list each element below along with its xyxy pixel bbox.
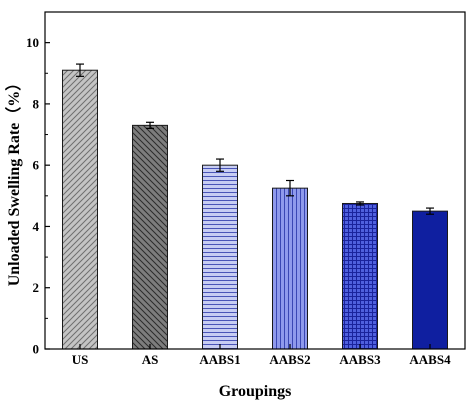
bar-aabs1 xyxy=(202,164,238,350)
error-bar-aabs3 xyxy=(356,201,364,206)
error-bar-us xyxy=(76,63,84,77)
y-tick-label: 6 xyxy=(33,158,40,173)
bar-us xyxy=(62,69,98,350)
plot-frame xyxy=(44,11,466,350)
y-axis-ticks: 0 2 4 6 8 10 xyxy=(26,35,50,357)
x-tick-label: AABS4 xyxy=(409,352,451,367)
y-tick-label: 8 xyxy=(33,96,40,111)
error-bars-group xyxy=(76,63,434,215)
x-axis-title: Groupings xyxy=(219,383,292,400)
y-tick-label: 10 xyxy=(26,35,39,50)
bar-aabs3 xyxy=(342,202,378,350)
x-tick-label: AABS3 xyxy=(339,352,381,367)
error-bar-aabs1 xyxy=(216,158,224,172)
y-tick-label: 2 xyxy=(33,280,40,295)
x-tick-label: US xyxy=(72,352,89,367)
error-bar-aabs4 xyxy=(426,207,434,215)
error-bar-aabs2 xyxy=(286,179,294,197)
y-tick-label: 4 xyxy=(33,219,40,234)
x-tick-label: AABS2 xyxy=(269,352,310,367)
x-tick-label: AABS1 xyxy=(199,352,240,367)
bar-aabs2 xyxy=(272,187,308,350)
x-tick-label: AS xyxy=(142,352,159,367)
bar-as xyxy=(132,124,168,350)
bars-group xyxy=(62,69,448,350)
x-axis-ticks: US AS AABS1 AABS2 AABS3 AABS4 xyxy=(72,344,451,367)
error-bar-as xyxy=(146,121,154,130)
y-axis-title: Unloaded Swelling Rate（%） xyxy=(5,75,23,287)
y-tick-label: 0 xyxy=(33,342,40,357)
bar-aabs4 xyxy=(412,210,448,350)
